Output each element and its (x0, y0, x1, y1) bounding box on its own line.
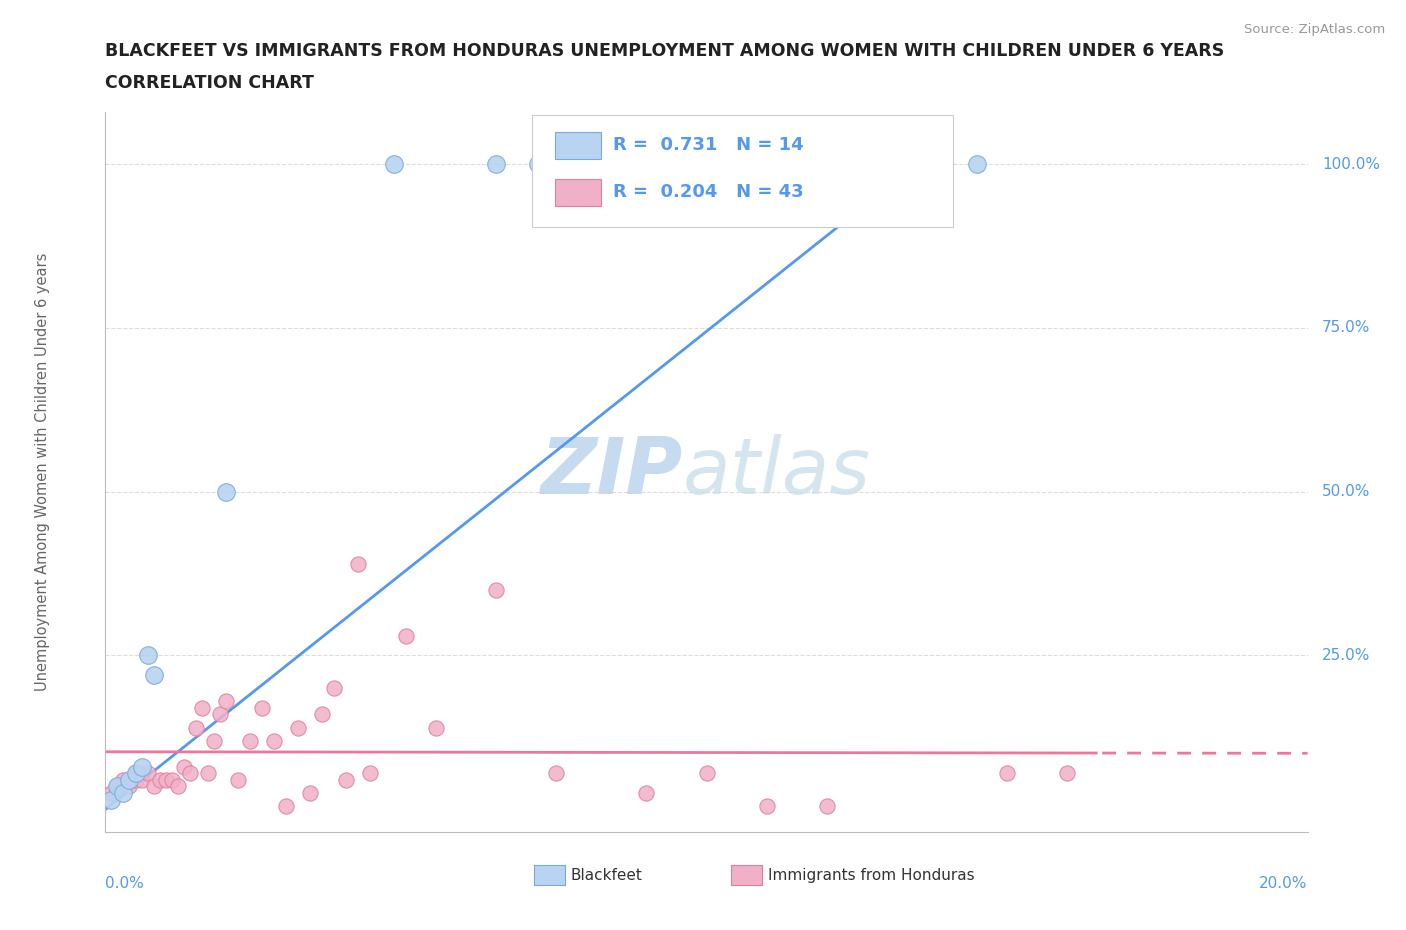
Point (995, 766, 1018, 781)
Point (755, 799, 778, 814)
Point (173, 760, 195, 775)
Point (239, 733, 262, 748)
Point (197, 766, 219, 781)
Text: atlas: atlas (682, 434, 870, 510)
Text: 100.0%: 100.0% (1322, 156, 1381, 171)
Point (485, 582, 508, 597)
Point (124, 766, 146, 781)
Text: 50.0%: 50.0% (1322, 485, 1371, 499)
Point (208, 707, 231, 722)
Point (136, 766, 159, 781)
Point (876, 156, 898, 171)
Point (124, 773, 146, 788)
Text: Source: ZipAtlas.com: Source: ZipAtlas.com (1244, 23, 1385, 36)
Point (142, 668, 165, 683)
Point (425, 720, 447, 735)
Point (100, 792, 122, 807)
Point (214, 485, 236, 499)
Point (1056, 766, 1078, 781)
Text: R =  0.204   N = 43: R = 0.204 N = 43 (613, 183, 803, 201)
Point (335, 773, 357, 788)
Point (142, 779, 165, 794)
Point (485, 156, 508, 171)
Text: BLACKFEET VS IMMIGRANTS FROM HONDURAS UNEMPLOYMENT AMONG WOMEN WITH CHILDREN UND: BLACKFEET VS IMMIGRANTS FROM HONDURAS UN… (105, 42, 1225, 60)
Point (166, 779, 188, 794)
Point (382, 156, 405, 171)
Point (112, 786, 135, 801)
Bar (555, 179, 600, 206)
Point (214, 694, 236, 709)
Point (136, 648, 159, 663)
Point (250, 700, 273, 715)
Point (190, 700, 212, 715)
Text: 25.0%: 25.0% (1322, 648, 1371, 663)
Point (347, 556, 370, 571)
Point (546, 766, 568, 781)
Point (287, 720, 309, 735)
Text: 0.0%: 0.0% (105, 876, 145, 891)
Text: Blackfeet: Blackfeet (571, 868, 643, 883)
Text: ZIP: ZIP (540, 434, 682, 510)
Point (226, 773, 249, 788)
Point (118, 779, 141, 794)
Point (155, 773, 177, 788)
Point (274, 799, 297, 814)
Point (395, 629, 418, 644)
Point (179, 766, 201, 781)
Text: 75.0%: 75.0% (1322, 320, 1371, 336)
Text: Unemployment Among Women with Children Under 6 years: Unemployment Among Women with Children U… (35, 253, 51, 691)
Point (100, 786, 122, 801)
Point (202, 733, 225, 748)
Text: 20.0%: 20.0% (1260, 876, 1308, 891)
Point (160, 773, 183, 788)
Point (527, 156, 550, 171)
Point (107, 779, 129, 794)
Bar (555, 132, 600, 159)
Point (131, 760, 153, 775)
Point (118, 773, 141, 788)
Point (696, 766, 718, 781)
Point (112, 773, 135, 788)
Point (298, 786, 321, 801)
Point (359, 766, 381, 781)
FancyBboxPatch shape (533, 115, 953, 227)
Text: Immigrants from Honduras: Immigrants from Honduras (768, 868, 974, 883)
Point (148, 773, 170, 788)
Point (815, 799, 838, 814)
Point (636, 786, 658, 801)
Point (311, 707, 333, 722)
Point (263, 733, 285, 748)
Text: R =  0.731   N = 14: R = 0.731 N = 14 (613, 137, 803, 154)
Point (124, 766, 146, 781)
Point (131, 773, 153, 788)
Point (322, 681, 344, 696)
Point (184, 720, 207, 735)
Text: CORRELATION CHART: CORRELATION CHART (105, 74, 315, 92)
Point (966, 156, 988, 171)
Point (107, 779, 129, 794)
